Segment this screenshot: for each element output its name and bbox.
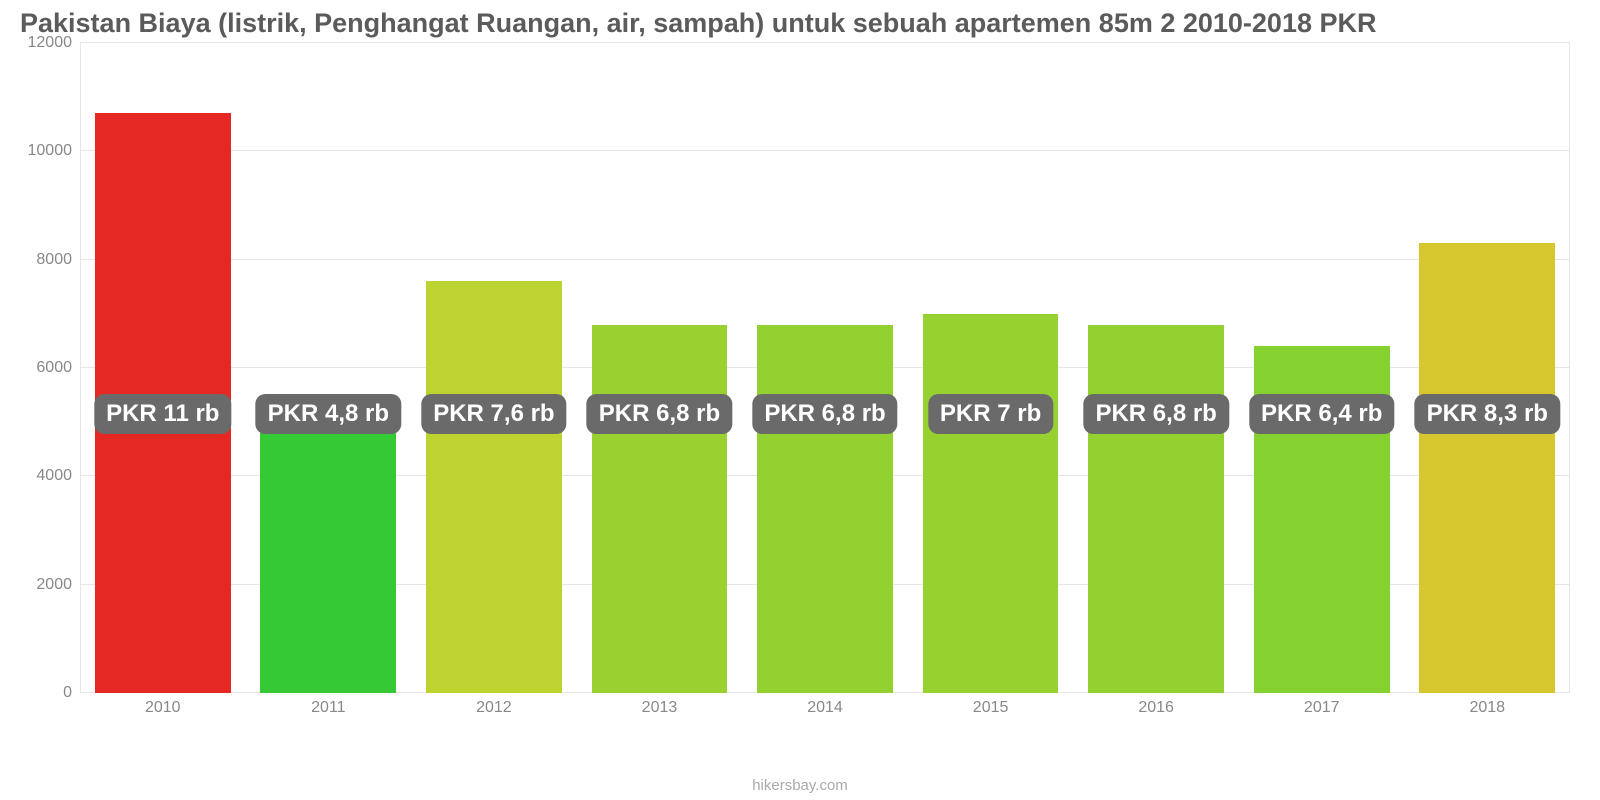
chart-title: Pakistan Biaya (listrik, Penghangat Ruan… xyxy=(20,8,1580,39)
bar xyxy=(923,314,1059,693)
bar xyxy=(1088,325,1224,693)
x-tick-label: 2014 xyxy=(742,693,908,723)
y-tick-label: 0 xyxy=(20,684,72,702)
bar-slot: PKR 6,8 rb xyxy=(577,43,743,693)
bar-value-label: PKR 6,8 rb xyxy=(752,394,897,434)
x-tick-label: 2017 xyxy=(1239,693,1405,723)
bar xyxy=(426,281,562,693)
x-tick-label: 2012 xyxy=(411,693,577,723)
plot-area: 020004000600080001000012000 PKR 11 rbPKR… xyxy=(20,43,1580,723)
bar-value-label: PKR 11 rb xyxy=(94,394,231,434)
bar-slot: PKR 6,4 rb xyxy=(1239,43,1405,693)
x-tick-label: 2018 xyxy=(1405,693,1571,723)
y-axis: 020004000600080001000012000 xyxy=(20,43,80,693)
bar-value-label: PKR 8,3 rb xyxy=(1415,394,1560,434)
bar-slot: PKR 11 rb xyxy=(80,43,246,693)
y-tick-label: 10000 xyxy=(20,142,72,160)
x-tick-label: 2016 xyxy=(1073,693,1239,723)
bar-slot: PKR 6,8 rb xyxy=(742,43,908,693)
bar-value-label: PKR 6,8 rb xyxy=(1083,394,1228,434)
y-tick-label: 4000 xyxy=(20,467,72,485)
x-axis: 201020112012201320142015201620172018 xyxy=(80,693,1570,723)
bar-slot: PKR 4,8 rb xyxy=(246,43,412,693)
x-tick-label: 2011 xyxy=(246,693,412,723)
x-tick-label: 2015 xyxy=(908,693,1074,723)
x-tick-label: 2013 xyxy=(577,693,743,723)
bar-value-label: PKR 4,8 rb xyxy=(256,394,401,434)
bar xyxy=(757,325,893,693)
bar-slot: PKR 7 rb xyxy=(908,43,1074,693)
y-tick-label: 6000 xyxy=(20,359,72,377)
bar xyxy=(592,325,728,693)
y-tick-label: 2000 xyxy=(20,576,72,594)
bars-container: PKR 11 rb PKR 4,8 rb PKR 7,6 rb PKR 6,8 rb P… xyxy=(80,43,1570,693)
bar xyxy=(1419,243,1555,693)
y-tick-label: 8000 xyxy=(20,251,72,269)
bar-slot: PKR 6,8 rb xyxy=(1073,43,1239,693)
source-attribution: hikersbay.com xyxy=(0,777,1600,794)
bar-slot: PKR 8,3 rb xyxy=(1405,43,1571,693)
bar-value-label: PKR 6,8 rb xyxy=(587,394,732,434)
x-tick-label: 2010 xyxy=(80,693,246,723)
bar xyxy=(260,433,396,693)
bar-slot: PKR 7,6 rb xyxy=(411,43,577,693)
chart-container: Pakistan Biaya (listrik, Penghangat Ruan… xyxy=(0,0,1600,800)
y-tick-label: 12000 xyxy=(20,34,72,52)
bar-value-label: PKR 7 rb xyxy=(928,394,1053,434)
bar-value-label: PKR 7,6 rb xyxy=(421,394,566,434)
bar-value-label: PKR 6,4 rb xyxy=(1249,394,1394,434)
